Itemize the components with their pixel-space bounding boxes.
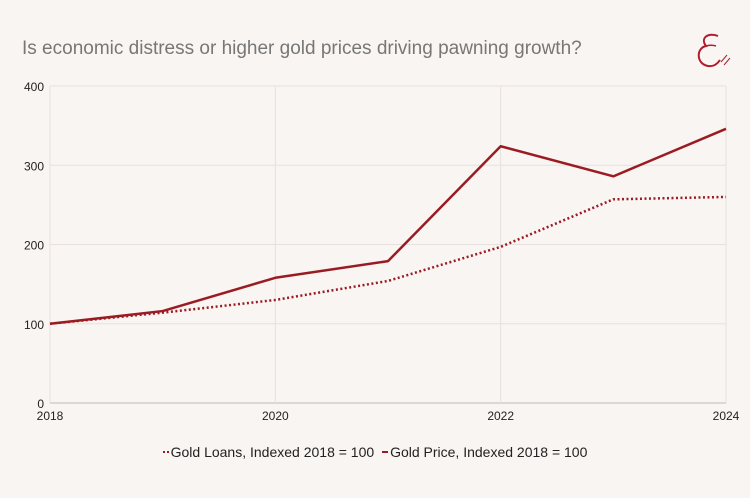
legend-item-gold-price[interactable]: Gold Price, Indexed 2018 = 100 [382,444,587,460]
chart-title: Is economic distress or higher gold pric… [22,38,582,59]
y-tick-label: 300 [24,159,44,173]
x-tick-label: 2020 [262,409,289,423]
solid-line-swatch [382,451,389,453]
y-tick-label: 400 [24,80,44,94]
brand-logo [697,33,731,68]
x-tick-label: 2022 [487,409,514,423]
x-tick-label: 2018 [37,409,64,423]
x-tick-label: 2024 [713,409,740,423]
series-line-gold-price [49,127,727,325]
y-tick-label: 100 [24,318,44,332]
legend-item-gold-loans[interactable]: Gold Loans, Indexed 2018 = 100 [162,444,375,460]
dotted-line-swatch [162,451,169,453]
legend-label: Gold Loans, Indexed 2018 = 100 [170,444,375,460]
y-tick-label: 200 [24,239,44,253]
y-tick-label: 0 [37,397,44,411]
legend: Gold Loans, Indexed 2018 = 100 Gold Pric… [0,440,750,460]
legend-label: Gold Price, Indexed 2018 = 100 [390,444,588,460]
